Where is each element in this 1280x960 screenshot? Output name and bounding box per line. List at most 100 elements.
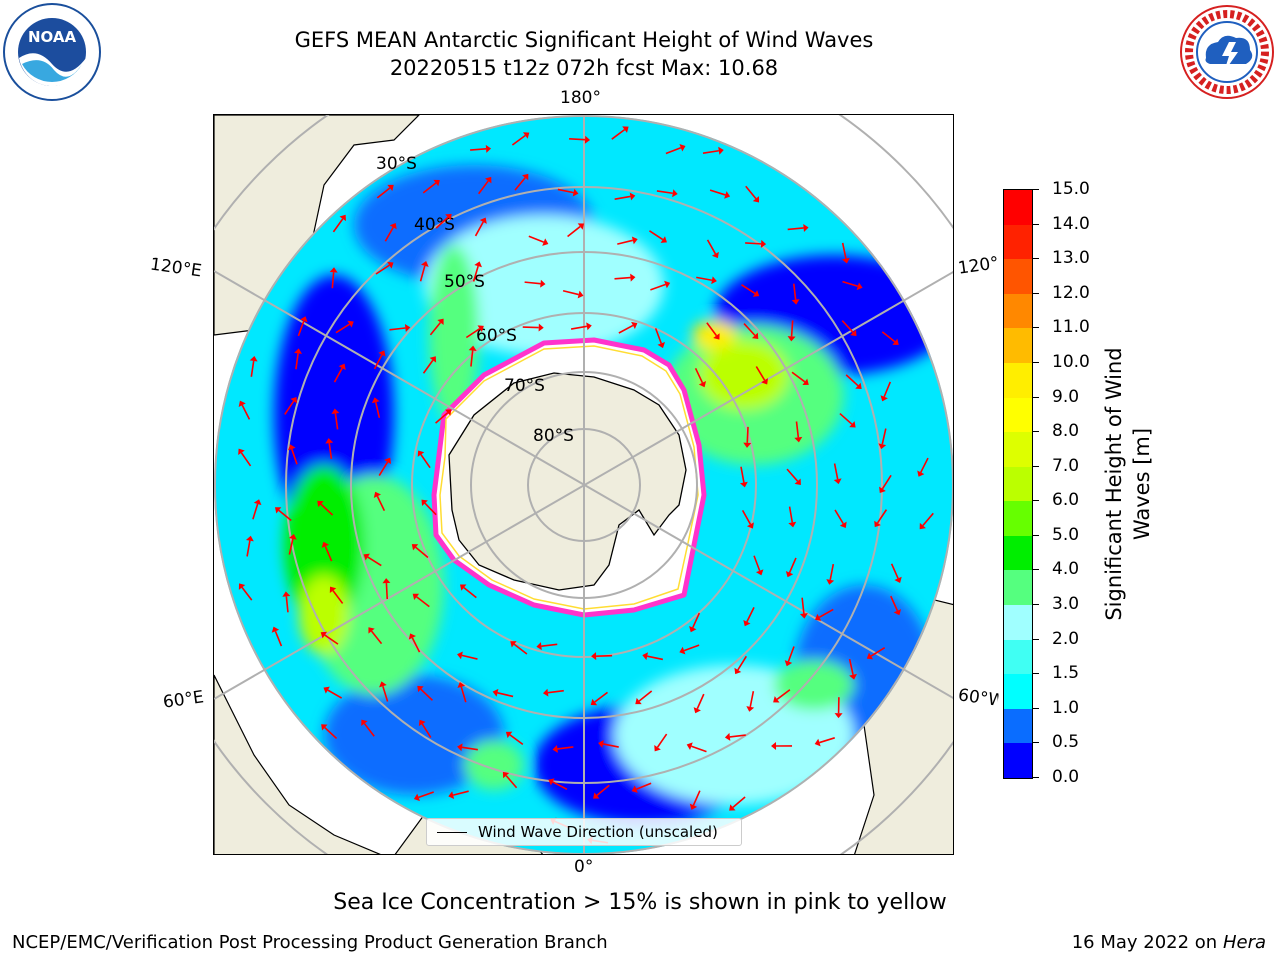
wave-arrow	[786, 468, 799, 482]
wave-arrow	[460, 686, 467, 703]
colorbar-segment	[1004, 189, 1032, 225]
map-subtitle: 20220515 t12z 072h fcst Max: 10.68	[389, 56, 779, 80]
wave-arrow	[647, 655, 664, 661]
wave-arrow-head	[249, 356, 258, 362]
wave-arrow	[297, 320, 305, 337]
wave-arrow	[792, 283, 797, 300]
wave-arrow	[241, 586, 253, 601]
wave-arrow	[547, 689, 564, 694]
wave-arrow-head	[598, 739, 604, 748]
wave-arrow	[746, 607, 755, 623]
wave-arrow-head	[460, 584, 467, 591]
colorbar-tick-label: 8.0	[1052, 421, 1080, 442]
wave-arrow-head	[321, 724, 328, 731]
wave-arrow	[246, 540, 251, 557]
wave-arrow-head	[437, 318, 444, 325]
wave-arrow	[415, 546, 429, 559]
wave-arrow-head	[323, 686, 330, 694]
wave-arrow-head	[771, 741, 777, 750]
wave-arrow	[278, 509, 292, 522]
wave-arrow-head	[288, 534, 297, 540]
lon-label-60e: 60°E	[161, 687, 206, 713]
wave-arrow-head	[586, 322, 592, 331]
wave-arrow	[557, 746, 574, 750]
wave-arrow-head	[411, 544, 419, 551]
wave-arrow-head	[642, 652, 649, 661]
wave-arrow-head	[421, 499, 428, 507]
wave-arrow-head	[917, 470, 925, 477]
wave-arrow-head	[294, 348, 303, 354]
wave-arrow	[435, 412, 449, 424]
wave-arrow	[370, 630, 383, 645]
wave-arrow	[746, 426, 749, 443]
wave-arrow	[295, 353, 299, 370]
wave-arrow	[557, 188, 574, 194]
wave-arrow-head	[654, 744, 661, 752]
wave-arrow-head	[404, 324, 411, 332]
colorbar-tick-label: 1.0	[1052, 697, 1080, 718]
wave-arrow	[702, 149, 719, 154]
wave-arrow	[848, 658, 854, 675]
colorbar-tick	[1033, 500, 1039, 502]
wave-arrow-head	[321, 541, 330, 548]
wave-arrow	[787, 227, 804, 231]
wave-arrow-head	[698, 381, 707, 388]
colorbar-tick-label: 2.0	[1052, 628, 1080, 649]
wave-arrow-head	[420, 261, 429, 267]
wave-arrow-head	[739, 481, 748, 488]
wave-arrow	[745, 185, 757, 200]
wave-arrow	[741, 509, 752, 525]
wave-arrow-head	[368, 627, 375, 634]
lon-label-120e: 120°E	[148, 254, 203, 282]
latitude-labels: 30°S 40°S 50°S 60°S 70°S 80°S	[376, 154, 574, 446]
wave-arrow-head	[510, 641, 517, 648]
wave-arrow-head	[791, 299, 800, 305]
map-title: GEFS MEAN Antarctic Significant Height o…	[294, 28, 874, 52]
wave-arrow-head	[429, 356, 437, 363]
colorbar-tick	[1033, 465, 1039, 467]
wave-arrow	[389, 327, 406, 331]
wave-arrow-head	[584, 135, 591, 144]
colorbar-tick-label: 12.0	[1052, 282, 1090, 303]
wave-arrow	[241, 404, 251, 420]
wave-arrow	[594, 691, 608, 703]
wave-arrow-head	[672, 189, 678, 198]
wave-arrow-head	[479, 217, 487, 224]
wave-arrow	[511, 134, 526, 146]
wave-arrow-head	[317, 500, 324, 508]
wave-arrow-head	[417, 685, 424, 693]
wave-arrow	[692, 790, 701, 806]
wave-arrow-head	[577, 290, 584, 299]
wave-arrow-head	[468, 345, 477, 352]
wave-arrow-head	[803, 223, 809, 232]
wave-arrow	[737, 655, 748, 671]
colorbar-tick-label: 10.0	[1052, 351, 1090, 372]
colorbar-tick	[1033, 742, 1039, 744]
colorbar-tick-label: 5.0	[1052, 524, 1080, 545]
wave-arrow-head	[878, 443, 887, 450]
wave-arrow	[839, 412, 853, 425]
wave-arrow	[876, 509, 888, 524]
wave-arrow	[617, 239, 634, 245]
wave-arrow-head	[593, 792, 600, 799]
wave-arrow	[801, 597, 805, 614]
wave-arrow-head	[502, 771, 510, 779]
wave-arrow-head	[485, 176, 492, 184]
wave-arrow	[332, 590, 344, 604]
wave-arrow	[596, 784, 610, 797]
wave-arrow	[776, 689, 791, 700]
colorbar-segment	[1004, 742, 1032, 778]
wave-arrow-head	[271, 626, 280, 633]
wave-arrow-head	[752, 196, 760, 203]
wave-arrow	[250, 360, 255, 377]
colorbar-tick-label: 14.0	[1052, 213, 1090, 234]
wave-arrow-head	[542, 688, 549, 697]
wave-arrow	[706, 239, 717, 255]
wave-arrow	[422, 182, 437, 194]
legend-line-swatch	[437, 832, 467, 833]
wave-arrow-head	[711, 276, 717, 285]
wave-arrow	[328, 442, 333, 460]
wave-arrow-head	[290, 396, 298, 404]
wave-arrow	[614, 195, 631, 200]
wave-arrow	[881, 331, 896, 343]
